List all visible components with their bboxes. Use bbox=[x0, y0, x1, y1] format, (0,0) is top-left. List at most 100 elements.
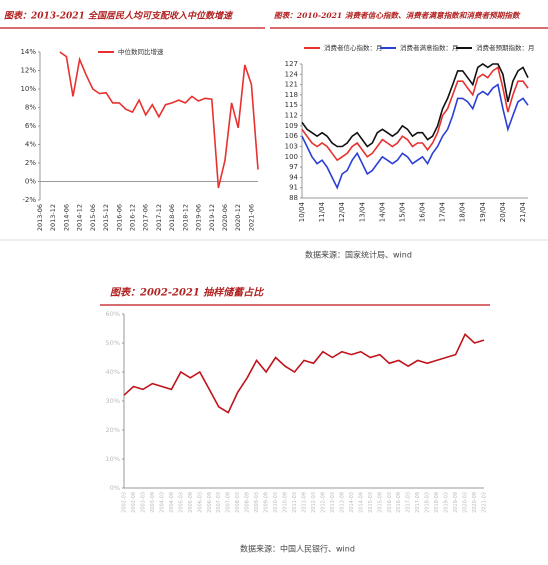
x-tick-label: 2021-06 bbox=[247, 204, 255, 231]
y-tick-label: 4% bbox=[25, 141, 36, 149]
x-tick-label: 2018-06 bbox=[168, 204, 176, 231]
x-tick-label: 2016-06 bbox=[115, 204, 123, 231]
y-tick-label: 118 bbox=[285, 91, 298, 99]
x-tick-label: 2003-09 bbox=[150, 492, 156, 513]
x-tick-label: 2010-03 bbox=[273, 492, 279, 513]
y-tick-label: 12% bbox=[20, 67, 36, 75]
x-tick-label: 2006-09 bbox=[207, 492, 213, 513]
x-tick-label: 2007-09 bbox=[226, 492, 232, 513]
y-tick-label: 103 bbox=[285, 142, 298, 150]
chart-title: 图表：2002-2021 抽样储蓄占比 bbox=[110, 287, 265, 299]
x-tick-label: 2014-12 bbox=[76, 204, 84, 231]
x-tick-label: 2018-12 bbox=[181, 204, 189, 231]
x-tick-label: 2019-09 bbox=[453, 492, 459, 513]
x-tick-label: 2002-09 bbox=[131, 492, 137, 513]
x-tick-label: 2008-03 bbox=[235, 492, 241, 513]
chart-title: 图表：2010-2021 消费者信心指数、消费者满意指数和消费者预期指数 bbox=[274, 11, 521, 20]
x-tick-label: 2019-03 bbox=[444, 492, 450, 513]
line-series bbox=[59, 51, 259, 189]
y-tick-label: 8% bbox=[25, 104, 36, 112]
chart-title: 图表：2013-2021 全国居民人均可支配收入中位数增速 bbox=[4, 11, 234, 22]
y-tick-label: 121 bbox=[285, 81, 298, 89]
x-tick-label: 2018-09 bbox=[434, 492, 440, 513]
line-series bbox=[123, 332, 485, 414]
x-tick-label: 2021-03 bbox=[482, 492, 488, 513]
legend-label: 消费者满意指数：月 bbox=[400, 43, 459, 52]
y-tick-label: 6% bbox=[25, 122, 36, 130]
y-tick-label: 60% bbox=[106, 310, 120, 318]
x-tick-label: 2013-09 bbox=[339, 492, 345, 513]
legend-label: 消费者信心指数：月 bbox=[324, 43, 383, 52]
x-tick-label: 15/04 bbox=[398, 201, 406, 222]
y-tick-label: -2% bbox=[22, 196, 36, 204]
x-tick-label: 2014-03 bbox=[349, 492, 355, 513]
y-tick-label: 124 bbox=[285, 70, 299, 78]
x-tick-label: 18/04 bbox=[459, 201, 467, 222]
y-tick-label: 97 bbox=[289, 163, 298, 171]
x-tick-label: 10/04 bbox=[298, 201, 306, 222]
y-tick-label: 30% bbox=[106, 397, 120, 405]
x-tick-label: 2015-06 bbox=[89, 204, 97, 231]
x-tick-label: 2015-09 bbox=[377, 492, 383, 513]
x-tick-label: 16/04 bbox=[419, 201, 427, 222]
source-note: 数据来源：国家统计局、wind bbox=[305, 250, 412, 260]
x-tick-label: 17/04 bbox=[439, 201, 447, 222]
x-tick-label: 2005-09 bbox=[188, 492, 194, 513]
x-tick-label: 2014-09 bbox=[358, 492, 364, 513]
x-tick-label: 2010-09 bbox=[283, 492, 289, 513]
x-tick-label: 2019-12 bbox=[208, 204, 216, 231]
x-tick-label: 2016-03 bbox=[387, 492, 393, 513]
y-tick-label: 109 bbox=[285, 122, 298, 130]
legend-label: 消费者预期指数：月 bbox=[476, 43, 535, 52]
source-note: 数据来源：中国人民银行、wind bbox=[240, 544, 355, 554]
x-tick-label: 2011-09 bbox=[302, 492, 308, 513]
x-tick-label: 21/04 bbox=[519, 201, 527, 222]
line-series bbox=[301, 63, 529, 148]
x-tick-label: 2015-03 bbox=[368, 492, 374, 513]
x-tick-label: 2005-03 bbox=[178, 492, 184, 513]
y-tick-label: 20% bbox=[106, 426, 120, 434]
y-tick-label: 127 bbox=[285, 60, 298, 68]
x-tick-label: 2013-12 bbox=[49, 204, 57, 231]
x-tick-label: 2018-03 bbox=[425, 492, 431, 513]
x-tick-label: 2003-03 bbox=[140, 492, 146, 513]
x-tick-label: 2017-06 bbox=[142, 204, 150, 231]
x-tick-label: 2009-03 bbox=[254, 492, 260, 513]
x-tick-label: 2012-09 bbox=[320, 492, 326, 513]
x-tick-label: 2013-03 bbox=[330, 492, 336, 513]
y-tick-label: 0% bbox=[25, 178, 36, 186]
x-tick-label: 2002-03 bbox=[122, 492, 128, 513]
x-tick-label: 2007-03 bbox=[216, 492, 222, 513]
y-tick-label: 14% bbox=[20, 48, 36, 56]
x-tick-label: 2014-06 bbox=[62, 204, 70, 231]
y-tick-label: 88 bbox=[289, 194, 298, 202]
x-tick-label: 2020-09 bbox=[472, 492, 478, 513]
y-tick-label: 10% bbox=[106, 455, 120, 463]
x-tick-label: 2009-09 bbox=[264, 492, 270, 513]
y-tick-label: 40% bbox=[106, 368, 120, 376]
x-tick-label: 2019-06 bbox=[195, 204, 203, 231]
x-tick-label: 2006-03 bbox=[197, 492, 203, 513]
y-tick-label: 91 bbox=[289, 184, 298, 192]
x-tick-label: 2017-03 bbox=[406, 492, 412, 513]
x-tick-label: 2013-06 bbox=[36, 204, 44, 231]
x-tick-label: 19/04 bbox=[479, 201, 487, 222]
x-tick-label: 2004-09 bbox=[169, 492, 175, 513]
x-tick-label: 2016-09 bbox=[396, 492, 402, 513]
line-series bbox=[301, 83, 529, 190]
x-tick-label: 2012-03 bbox=[311, 492, 317, 513]
x-tick-label: 2020-06 bbox=[221, 204, 229, 231]
x-tick-label: 14/04 bbox=[378, 201, 386, 222]
x-tick-label: 11/04 bbox=[318, 201, 326, 222]
x-tick-label: 2017-09 bbox=[415, 492, 421, 513]
x-tick-label: 2011-03 bbox=[292, 492, 298, 513]
y-tick-label: 100 bbox=[285, 153, 298, 161]
y-tick-label: 2% bbox=[25, 159, 36, 167]
y-tick-label: 0% bbox=[110, 484, 120, 492]
x-tick-label: 2016-12 bbox=[128, 204, 136, 231]
x-tick-label: 20/04 bbox=[499, 201, 507, 222]
y-tick-label: 106 bbox=[285, 132, 299, 140]
y-tick-label: 115 bbox=[285, 101, 298, 109]
